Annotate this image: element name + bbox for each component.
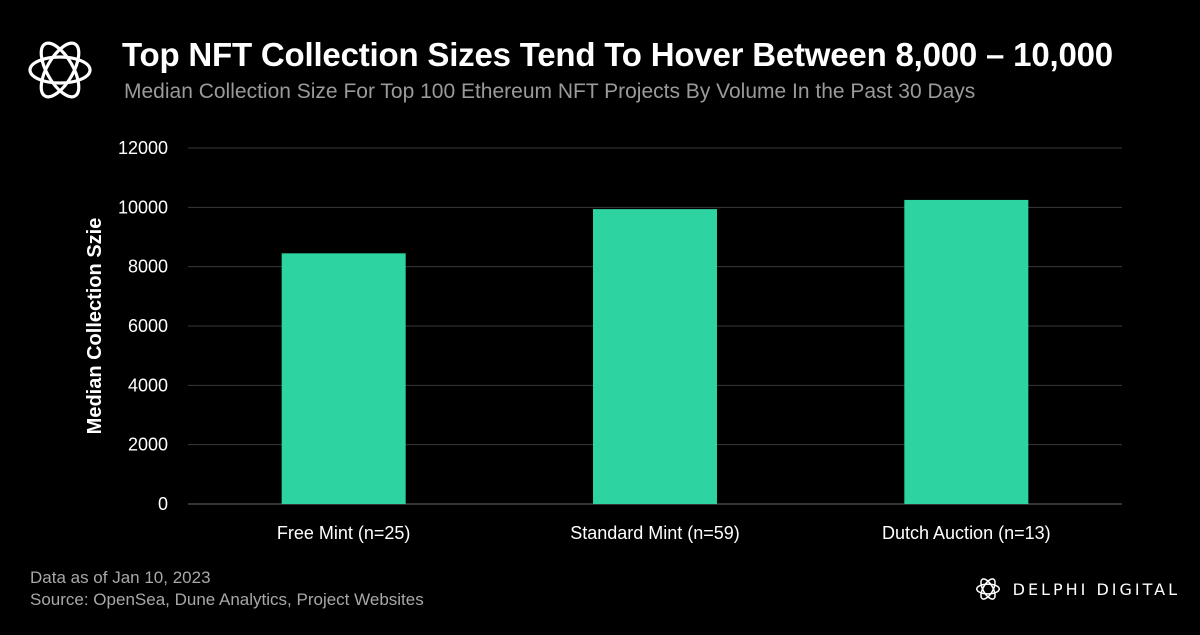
y-tick-label: 10000 (118, 197, 168, 217)
y-tick-label: 4000 (128, 375, 168, 395)
y-tick-label: 0 (158, 494, 168, 514)
y-tick-label: 6000 (128, 316, 168, 336)
x-tick-label: Free Mint (n=25) (277, 523, 411, 543)
y-tick-label: 2000 (128, 435, 168, 455)
bar (593, 209, 717, 504)
y-tick-label: 12000 (118, 138, 168, 158)
x-tick-label: Dutch Auction (n=13) (882, 523, 1051, 543)
chart-subtitle: Median Collection Size For Top 100 Ether… (124, 80, 976, 103)
brand-name: DELPHI DIGITAL (1012, 579, 1180, 599)
brand-logo: DELPHI DIGITAL (973, 574, 1180, 604)
delphi-brand-icon (975, 578, 1000, 600)
chart-title: Top NFT Collection Sizes Tend To Hover B… (122, 36, 1113, 73)
date-note: Data as of Jan 10, 2023 (30, 568, 211, 587)
y-axis-label: Median Collection Szie (84, 218, 106, 435)
x-tick-label: Standard Mint (n=59) (570, 523, 740, 543)
bar (281, 253, 406, 504)
delphi-knot-icon (28, 41, 92, 99)
y-tick-label: 8000 (128, 257, 168, 277)
bar (904, 199, 1029, 504)
source-note: Source: OpenSea, Dune Analytics, Project… (30, 590, 424, 609)
